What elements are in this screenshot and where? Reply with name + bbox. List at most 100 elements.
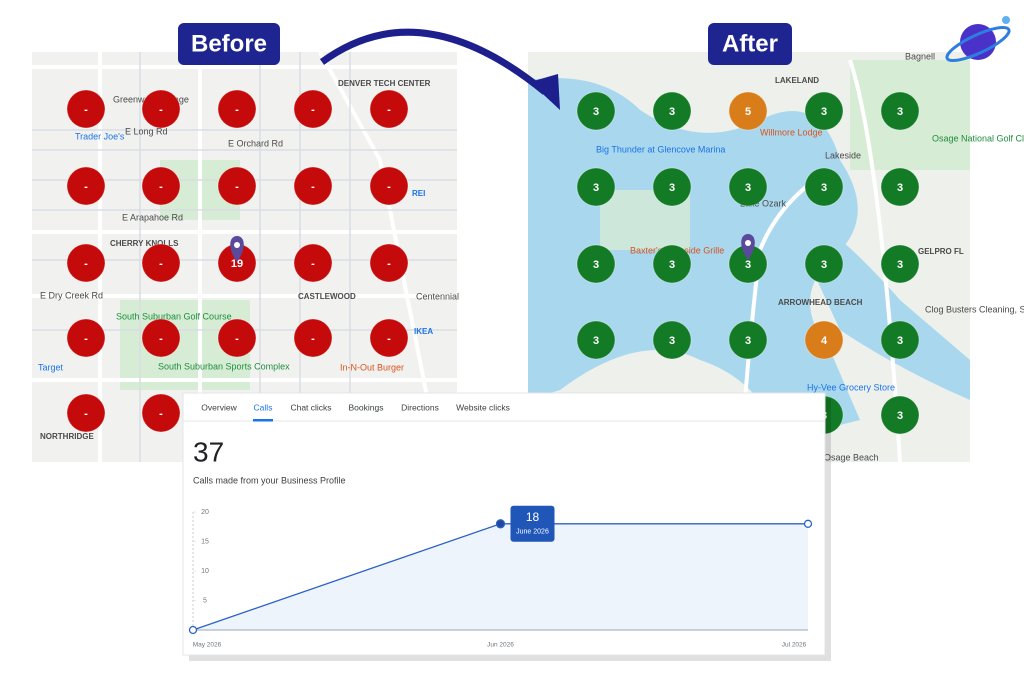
rank-value: 3 — [745, 335, 751, 347]
rank-value: - — [311, 333, 315, 345]
rank-value: - — [235, 181, 239, 193]
location-pin-dot — [745, 240, 751, 246]
tab: Overview — [201, 402, 237, 412]
tab-underline — [253, 419, 273, 422]
map-label: E Orchard Rd — [228, 138, 283, 148]
rank-marker — [804, 320, 844, 360]
map-label: Target — [38, 362, 64, 372]
rank-value: - — [235, 333, 239, 345]
y-tick-label: 20 — [201, 509, 209, 516]
rank-marker — [652, 91, 692, 131]
rank-value: 3 — [669, 106, 675, 118]
map-label: Bagnell — [905, 51, 935, 61]
rank-value: - — [235, 104, 239, 116]
rank-marker — [369, 318, 409, 358]
rank-marker — [880, 244, 920, 284]
rank-marker — [576, 320, 616, 360]
rank-value: 3 — [821, 259, 827, 271]
rank-value: 3 — [897, 259, 903, 271]
rank-marker — [141, 318, 181, 358]
point — [188, 625, 198, 635]
tooltip-label: June 2026 — [516, 529, 549, 536]
rank-marker — [141, 89, 181, 129]
rank-value: - — [159, 258, 163, 270]
rank-marker — [217, 89, 257, 129]
map-label: E Arapahoe Rd — [122, 212, 183, 222]
chart: 5 10 15 20 May 2026 Jun 2026 Jul 2026 18 June 20… — [188, 505, 813, 649]
map-label: Trader Joe's — [75, 131, 125, 141]
rank-marker — [66, 243, 106, 283]
rank-value: 3 — [669, 182, 675, 194]
rank-value: - — [84, 181, 88, 193]
map-label: Hy-Vee Grocery Store — [807, 382, 895, 392]
rank-marker — [652, 320, 692, 360]
logo — [945, 16, 1011, 63]
map-label: CASTLEWOOD — [298, 292, 356, 301]
rank-marker — [293, 89, 333, 129]
map-label: Clog Busters Cleaning, Septic — [925, 304, 1024, 314]
tab: Directions — [401, 402, 439, 412]
map-label: ARROWHEAD BEACH — [778, 298, 863, 307]
rank-marker — [728, 167, 768, 207]
map-label: DENVER TECH CENTER — [338, 79, 431, 88]
rank-value: 3 — [821, 106, 827, 118]
rank-marker — [141, 393, 181, 433]
rank-marker — [880, 395, 920, 435]
rank-value: - — [311, 104, 315, 116]
rank-marker — [66, 393, 106, 433]
y-tick-label: 15 — [201, 538, 209, 545]
rank-value: - — [159, 333, 163, 345]
rank-value: - — [387, 333, 391, 345]
rank-value: 3 — [745, 182, 751, 194]
rank-value: - — [387, 104, 391, 116]
rank-marker — [804, 91, 844, 131]
rank-marker — [141, 243, 181, 283]
rank-value: 3 — [593, 335, 599, 347]
tab: Calls — [254, 402, 273, 412]
rank-marker — [652, 244, 692, 284]
rank-value: 3 — [669, 259, 675, 271]
total: 37 — [193, 436, 224, 467]
caption: Calls made from your Business Profile — [193, 475, 346, 485]
map-label: Osage Beach — [824, 452, 879, 462]
rank-marker — [66, 166, 106, 206]
rank-value: 3 — [897, 335, 903, 347]
rank-value: - — [84, 408, 88, 420]
rank-value: - — [84, 104, 88, 116]
rank-value: 3 — [821, 182, 827, 194]
rank-marker — [369, 89, 409, 129]
rank-value: 3 — [593, 106, 599, 118]
rank-value: - — [84, 333, 88, 345]
rank-marker — [293, 166, 333, 206]
rank-value: 3 — [745, 259, 751, 271]
rank-marker — [728, 320, 768, 360]
y-tick-label: 10 — [201, 568, 209, 575]
map-label: REI — [412, 189, 425, 198]
x-tick-label: May 2026 — [193, 642, 222, 649]
map-label: In-N-Out Burger — [340, 362, 404, 372]
map-label: Lake Ozark — [740, 198, 787, 208]
map-label: CHERRY KNOLLS — [110, 239, 179, 248]
rank-marker — [293, 243, 333, 283]
after-badge-text: After — [722, 30, 778, 57]
rank-value: 5 — [745, 106, 751, 118]
rank-value: - — [387, 258, 391, 270]
rank-marker — [576, 91, 616, 131]
rank-value: - — [159, 408, 163, 420]
point — [495, 519, 506, 529]
map-label: Lakeside — [825, 150, 861, 160]
rank-marker — [728, 91, 768, 131]
rank-value: 19 — [231, 258, 243, 270]
map-label: E Dry Creek Rd — [40, 290, 103, 300]
rank-value: 3 — [897, 106, 903, 118]
map-label: E Long Rd — [125, 126, 168, 136]
rank-marker — [880, 167, 920, 207]
area — [193, 523, 808, 630]
x-tick-label: Jul 2026 — [782, 642, 807, 649]
map-label: Willmore Lodge — [760, 127, 823, 137]
x-tick-label: Jun 2026 — [487, 642, 514, 649]
rank-marker — [66, 89, 106, 129]
tab: Chat clicks — [290, 402, 331, 412]
rank-marker — [880, 320, 920, 360]
rank-marker — [293, 318, 333, 358]
